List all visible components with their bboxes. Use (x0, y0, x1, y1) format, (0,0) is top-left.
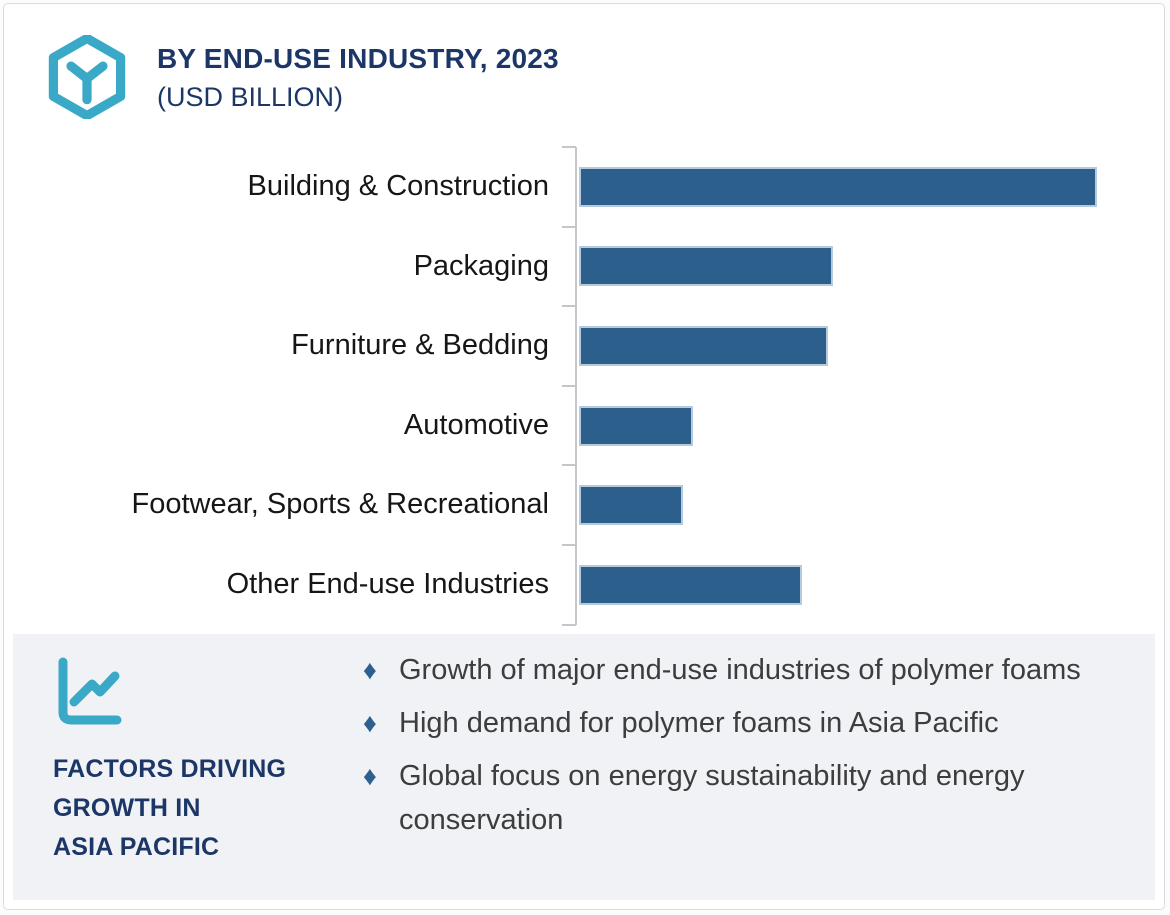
bar-1 (579, 166, 1097, 207)
diamond-bullet-icon: ♦ (363, 708, 377, 738)
factor-item: ♦ High demand for polymer foams in Asia P… (363, 701, 1143, 745)
factors-heading: FACTORS DRIVING GROWTH IN ASIA PACIFIC (53, 755, 287, 861)
axis-tick (562, 624, 576, 626)
factors-panel: FACTORS DRIVING GROWTH IN ASIA PACIFIC ♦… (13, 634, 1155, 900)
header-titles: BY END-USE INDUSTRY, 2023 (USD BILLION) (157, 35, 559, 113)
axis-tick (562, 464, 576, 466)
factor-item: ♦ Growth of major end-use industries of p… (363, 648, 1143, 692)
category-label: Packaging (413, 249, 549, 282)
category-label: Other End-use Industries (226, 568, 549, 600)
line-chart-icon (58, 657, 122, 725)
diamond-bullet-icon: ♦ (363, 761, 377, 791)
diamond-bullet-icon: ♦ (363, 655, 377, 685)
factor-text: Growth of major end-use industries of po… (399, 654, 1081, 686)
bar-5 (579, 485, 683, 526)
factor-item: ♦ Global focus on energy sustainability a… (363, 754, 1143, 842)
bar-4 (579, 405, 693, 446)
value-axis-baseline (575, 147, 577, 625)
bar-chart: Building & Construction Packaging Furnitur… (4, 4, 1164, 634)
chart-title: BY END-USE INDUSTRY, 2023 (157, 43, 559, 74)
category-label: Automotive (403, 408, 549, 441)
axis-tick (562, 146, 576, 148)
header: BY END-USE INDUSTRY, 2023 (USD BILLION) (45, 35, 559, 119)
category-label: Footwear, Sports & Recreational (131, 488, 549, 521)
axis-tick (562, 385, 576, 387)
factor-text: Global focus on energy sustainability an… (399, 760, 1025, 836)
bar-2 (579, 246, 833, 287)
bar-6 (579, 564, 802, 605)
hexagon-cube-icon (48, 35, 126, 119)
axis-tick (562, 226, 576, 228)
category-label: Furniture & Bedding (291, 329, 549, 362)
chart-subtitle: (USD BILLION) (157, 82, 344, 112)
infographic-card: BY END-USE INDUSTRY, 2023 (USD BILLION) … (3, 3, 1165, 910)
factor-text: High demand for polymer foams in Asia Pa… (399, 707, 999, 739)
bar-3 (579, 326, 828, 366)
axis-tick (562, 544, 576, 546)
axis-tick (562, 305, 576, 307)
factors-bullet-list: ♦ Growth of major end-use industries of p… (363, 648, 1143, 851)
category-label: Building & Construction (247, 170, 549, 202)
